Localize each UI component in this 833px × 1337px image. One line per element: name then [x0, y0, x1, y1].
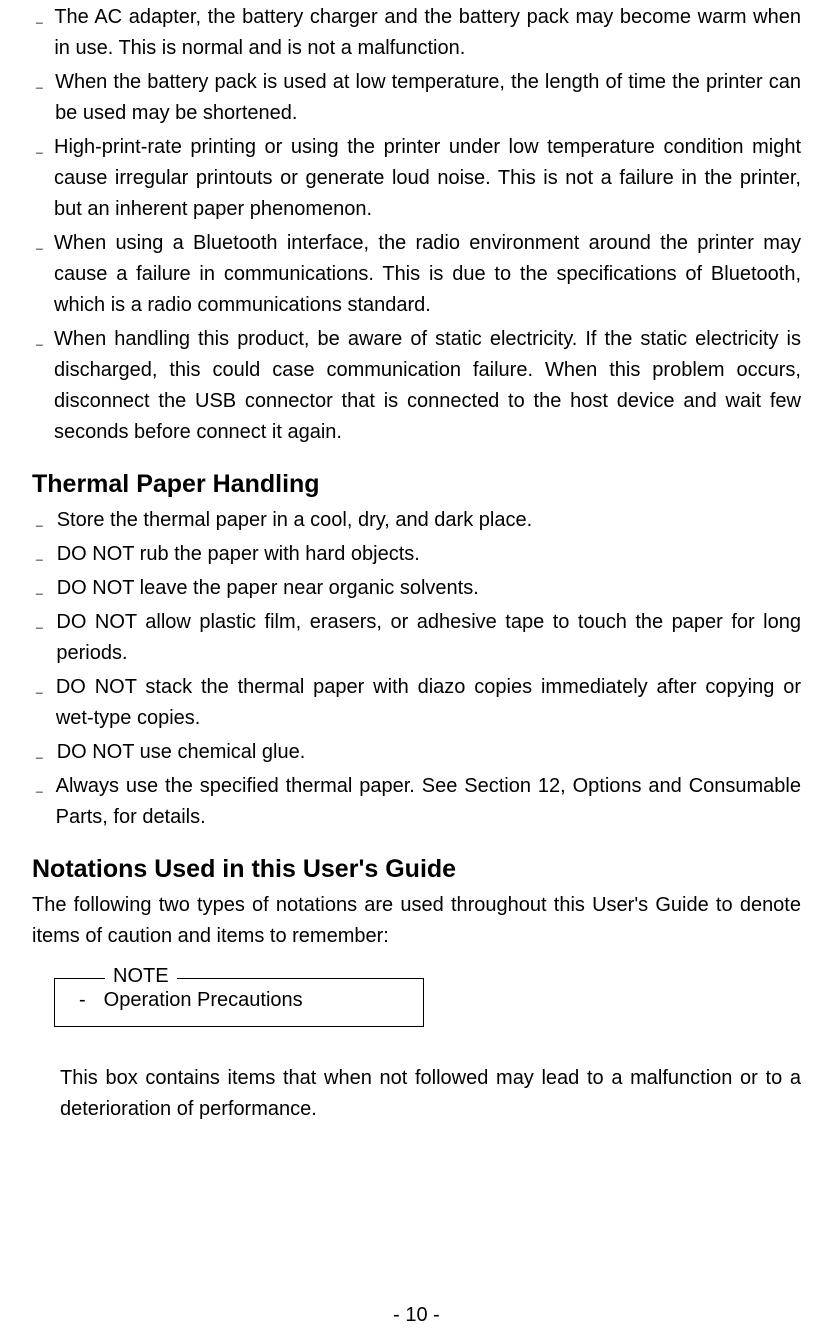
bullet-icon: _ — [32, 737, 43, 768]
list-item-text: Store the thermal paper in a cool, dry, … — [57, 505, 532, 536]
list-item: _ DO NOT allow plastic film, erasers, or… — [32, 607, 801, 669]
list-item-text: Always use the specified thermal paper. … — [56, 771, 801, 833]
thermal-paper-list: _ Store the thermal paper in a cool, dry… — [32, 505, 801, 833]
thermal-paper-heading: Thermal Paper Handling — [32, 470, 801, 499]
bullet-icon: _ — [32, 67, 41, 129]
bullet-icon: _ — [32, 2, 40, 64]
list-item: _ When the battery pack is used at low t… — [32, 67, 801, 129]
list-item-text: DO NOT use chemical glue. — [57, 737, 306, 768]
note-legend: NOTE — [105, 965, 177, 988]
list-item-text: DO NOT stack the thermal paper with diaz… — [56, 672, 801, 734]
list-item: _ High-print-rate printing or using the … — [32, 132, 801, 225]
list-item: _ DO NOT leave the paper near organic so… — [32, 573, 801, 604]
list-item-text: The AC adapter, the battery charger and … — [54, 2, 801, 64]
notations-intro-text: The following two types of notations are… — [32, 890, 801, 952]
list-item-text: DO NOT leave the paper near organic solv… — [57, 573, 479, 604]
note-description: This box contains items that when not fo… — [60, 1063, 801, 1125]
bullet-icon: _ — [32, 539, 43, 570]
note-box: NOTE - Operation Precautions — [54, 978, 424, 1027]
safety-precautions-list: _ The AC adapter, the battery charger an… — [32, 2, 801, 448]
bullet-icon: _ — [32, 771, 42, 833]
list-item-text: When the battery pack is used at low tem… — [55, 67, 801, 129]
list-item-text: DO NOT allow plastic film, erasers, or a… — [56, 607, 801, 669]
bullet-icon: _ — [32, 607, 42, 669]
bullet-icon: _ — [32, 228, 40, 321]
bullet-icon: _ — [32, 505, 43, 536]
notations-heading: Notations Used in this User's Guide — [32, 855, 801, 884]
bullet-icon: _ — [32, 132, 40, 225]
list-item: _ Always use the specified thermal paper… — [32, 771, 801, 833]
bullet-icon: _ — [32, 672, 42, 734]
list-item: _ When handling this product, be aware o… — [32, 324, 801, 448]
dash-icon: - — [79, 989, 86, 1012]
list-item: _ The AC adapter, the battery charger an… — [32, 2, 801, 64]
note-content-text: Operation Precautions — [104, 989, 303, 1012]
list-item-text: When handling this product, be aware of … — [54, 324, 801, 448]
list-item-text: High-print-rate printing or using the pr… — [54, 132, 801, 225]
list-item: _ DO NOT rub the paper with hard objects… — [32, 539, 801, 570]
list-item: _ When using a Bluetooth interface, the … — [32, 228, 801, 321]
bullet-icon: _ — [32, 324, 40, 448]
page-number: - 10 - — [0, 1304, 833, 1327]
bullet-icon: _ — [32, 573, 43, 604]
list-item: _ DO NOT stack the thermal paper with di… — [32, 672, 801, 734]
list-item-text: DO NOT rub the paper with hard objects. — [57, 539, 420, 570]
list-item: _ DO NOT use chemical glue. — [32, 737, 801, 768]
list-item: _ Store the thermal paper in a cool, dry… — [32, 505, 801, 536]
note-content-row: - Operation Precautions — [69, 989, 407, 1012]
list-item-text: When using a Bluetooth interface, the ra… — [54, 228, 801, 321]
